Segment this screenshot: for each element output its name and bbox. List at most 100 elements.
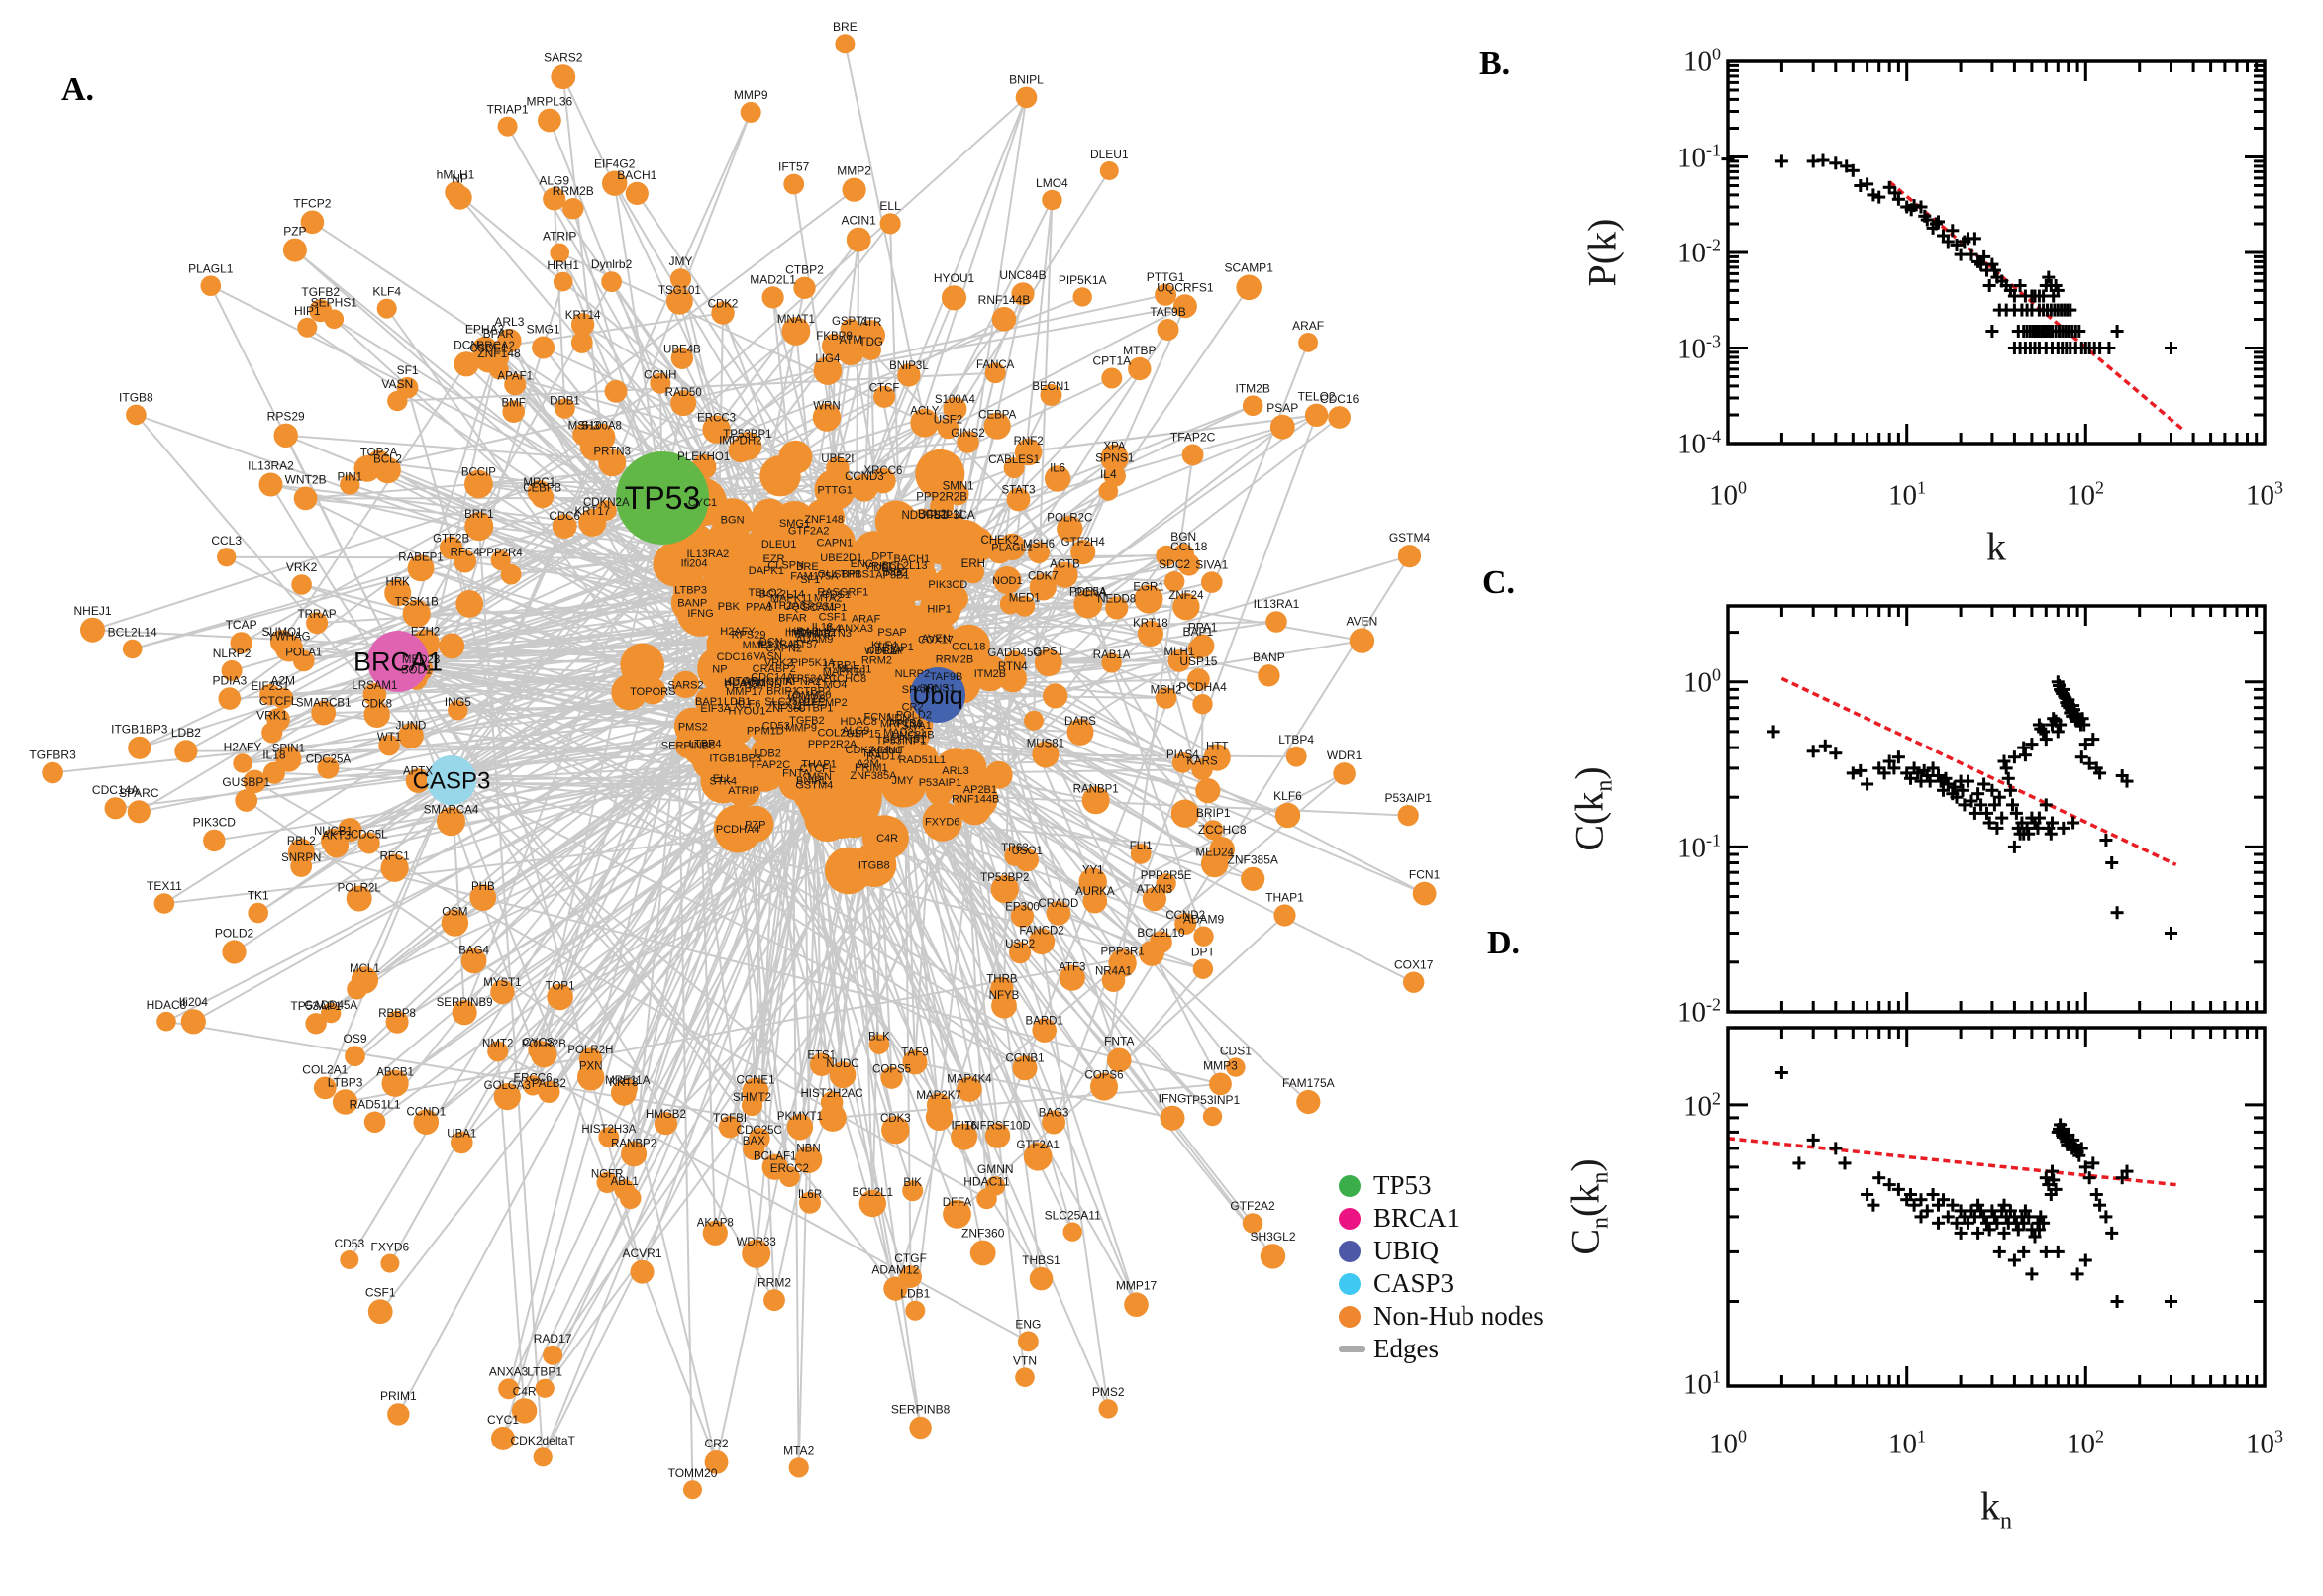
network-node-label: IL13RA1	[758, 639, 801, 650]
network-node-label: AKAP8	[697, 1218, 734, 1230]
network-node	[398, 723, 424, 748]
network-node-label: NUDC	[826, 1058, 858, 1070]
network-node	[902, 1049, 928, 1075]
network-node-label: A2M	[270, 674, 295, 688]
network-node-label: PPP2R4	[479, 548, 524, 559]
network-node-label: BNIPL	[1009, 73, 1044, 87]
network-edge	[1033, 199, 1054, 721]
fit-line	[1727, 1137, 2176, 1187]
network-node	[1043, 683, 1068, 709]
network-node-label: GTF2A2	[1230, 1199, 1275, 1213]
network-node-label: SERPINB8	[891, 1403, 951, 1417]
network-node	[218, 687, 242, 710]
network-node-label: EZH2	[411, 627, 440, 639]
network-node-label: MED23	[402, 654, 440, 666]
network-node-label: ZNF360	[961, 1227, 1005, 1241]
network-node-label: POLD2	[215, 926, 254, 940]
network-node-label: TP53INP1	[1185, 1093, 1241, 1107]
network-node	[1066, 718, 1094, 746]
network-node-label: THBS1	[1022, 1253, 1060, 1267]
network-node	[532, 336, 556, 359]
network-node	[1011, 282, 1035, 306]
network-node-label: FAM175A	[1282, 1076, 1335, 1090]
data-points	[1767, 675, 2177, 940]
network-node	[291, 574, 312, 595]
network-node-label: MMP9	[785, 722, 817, 734]
network-node-label: GSTM4	[795, 779, 833, 791]
network-node-label: MUS81	[1027, 739, 1064, 750]
xtick-D-0: 100	[1709, 1426, 1747, 1460]
network-node-label: MRPL36	[527, 95, 573, 109]
network-node	[380, 853, 409, 882]
ytick-B-3: 10-3	[1677, 331, 1721, 364]
network-node	[547, 983, 573, 1011]
network-node	[498, 1378, 519, 1400]
network-node-label: WNT2B	[787, 693, 826, 705]
network-node	[577, 1063, 605, 1091]
network-node	[969, 1240, 996, 1266]
network-node-label: CTGF	[728, 676, 758, 688]
plot-ticks	[1726, 1028, 2267, 1388]
network-node	[378, 735, 400, 756]
network-node-label: HIP1	[927, 604, 951, 616]
network-node-label: CSDE1	[469, 343, 507, 354]
network-node-label: HRK	[386, 576, 411, 588]
network-node	[666, 287, 693, 315]
network-node-label: IMPDH2	[719, 436, 761, 448]
network-node	[104, 797, 127, 820]
network-node	[986, 538, 1013, 564]
network-node-label: CCNH	[644, 370, 676, 382]
network-node-label: TP53BP2	[980, 872, 1029, 884]
network-node	[562, 198, 584, 220]
network-node-label: PIP5K1A	[791, 657, 836, 669]
network-node	[305, 1013, 327, 1035]
network-node-label: ITGB8	[858, 860, 890, 872]
network-node-label: TP53AP1	[290, 999, 342, 1013]
network-node	[630, 1259, 655, 1284]
network-node-label: CCNB1	[1006, 1052, 1045, 1064]
network-node-label: CDC6	[550, 511, 580, 523]
network-node-label: POLR2C	[1047, 513, 1092, 525]
network-node-label: PDIA3	[212, 673, 247, 687]
network-node-label: LDB1	[724, 696, 752, 708]
network-node	[930, 494, 955, 519]
network-node-label: YWHAG	[267, 631, 311, 643]
network-node-label: hMLH1	[785, 628, 820, 640]
legend-item-casp3: CASP3	[1339, 1267, 1544, 1300]
network-node	[812, 616, 891, 694]
network-edge	[324, 779, 453, 1089]
network-node-label: MSN	[807, 771, 832, 783]
network-node	[1137, 620, 1163, 648]
network-node-label: FXYD6	[925, 817, 960, 829]
network-node	[1101, 367, 1123, 389]
network-node-label: TRIAP1	[487, 103, 529, 117]
network-node	[670, 347, 694, 369]
network-node-label: CDS1	[822, 589, 851, 601]
network-node-label: DFFA	[943, 1197, 972, 1209]
network-node	[1082, 888, 1108, 914]
network-node-label: PZP	[745, 819, 765, 831]
network-node	[1078, 867, 1107, 896]
network-node-label: NOD1	[992, 575, 1023, 587]
network-node	[870, 467, 896, 494]
network-node-label: FCN1	[1409, 868, 1441, 882]
network-node	[984, 760, 1013, 789]
network-node	[363, 1111, 386, 1134]
network-node	[451, 1131, 473, 1154]
network-node	[985, 1176, 1006, 1196]
network-node	[880, 761, 927, 808]
network-node	[947, 483, 969, 506]
network-node-label: TELO2	[749, 587, 783, 599]
network-node	[961, 560, 984, 584]
network-node	[1403, 971, 1425, 993]
legend-item-edges: Edges	[1339, 1333, 1544, 1365]
network-node	[300, 210, 325, 235]
network-node-label: CPT1A	[1092, 353, 1131, 367]
network-edge	[257, 779, 453, 914]
network-node	[374, 456, 401, 484]
network-node	[1201, 571, 1223, 593]
xtick-B-1: 101	[1888, 477, 1926, 512]
network-node	[321, 1002, 342, 1024]
network-node	[454, 351, 479, 377]
network-node-label: GOLGA3	[484, 1080, 531, 1092]
